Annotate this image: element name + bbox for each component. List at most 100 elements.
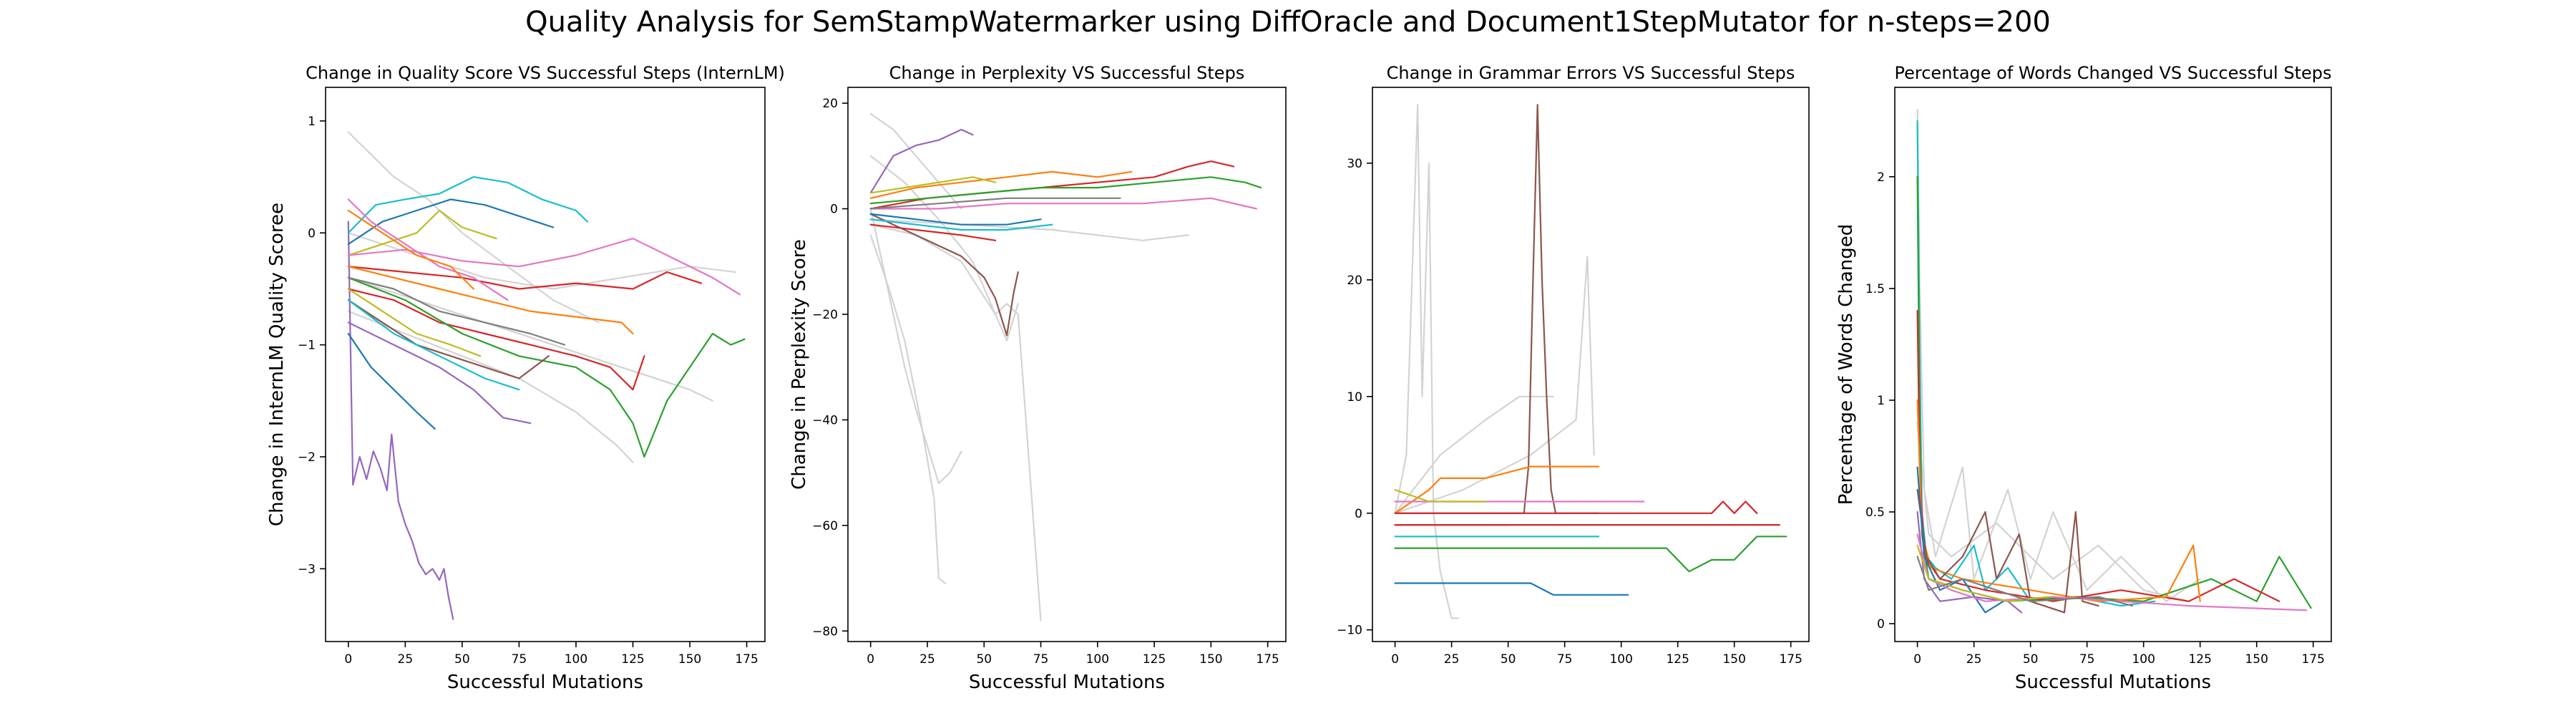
y-axis-label: Change in InternLM Quality Scoree	[266, 203, 288, 526]
series-line-9	[1394, 489, 1487, 503]
series-line-13	[1394, 256, 1595, 514]
x-tick-label: 150	[1722, 652, 1745, 667]
y-tick-label: 0	[1355, 507, 1362, 521]
series-line-10	[1916, 556, 2133, 607]
x-tick-label: 75	[1557, 652, 1573, 667]
series-line-7	[1916, 511, 2023, 614]
series-line-8	[869, 213, 1042, 226]
y-tick-label: −20	[812, 308, 838, 322]
series-line-16	[347, 299, 520, 391]
series-line-18	[347, 131, 600, 324]
x-tick-label: 175	[2301, 652, 2324, 667]
series-line-13	[869, 234, 947, 585]
y-tick-label: 0	[308, 226, 316, 241]
axes-frame	[1372, 87, 1810, 642]
y-axis-label: Change in Perplexity Score	[789, 239, 810, 490]
series-line-2	[347, 176, 589, 234]
x-tick-label: 0	[344, 652, 352, 667]
series-line-3	[347, 198, 555, 245]
series-line-12	[1916, 421, 2190, 602]
x-axis-label: Successful Mutations	[969, 672, 1165, 693]
series-line-5	[347, 238, 741, 296]
series-line-17	[869, 218, 1189, 241]
series-line-17	[347, 209, 474, 290]
y-tick-label: 30	[1347, 157, 1362, 171]
series-line-5	[1394, 582, 1629, 596]
series-line-4	[869, 170, 1133, 199]
x-tick-label: 175	[1256, 652, 1279, 667]
series-line-5	[1916, 488, 2099, 614]
series-line-15	[347, 198, 509, 301]
x-tick-label: 50	[454, 652, 470, 667]
series-line-4	[347, 209, 497, 256]
series-line-1	[869, 128, 974, 194]
series-line-16	[869, 112, 962, 210]
series-line-10	[869, 197, 1121, 210]
y-tick-label: 1.5	[1865, 282, 1885, 296]
chart-panel-1: 0 25 50 75 100 125 150 175 −3 −2 −1 0 1 Change in Qua…	[266, 63, 785, 693]
axes-frame	[325, 87, 766, 642]
x-tick-label: 150	[1199, 652, 1222, 667]
series-line-10	[347, 299, 550, 379]
y-tick-label: 20	[1347, 274, 1362, 288]
x-tick-label: 125	[1666, 652, 1689, 667]
series-line-7	[869, 218, 1053, 231]
series-line-11	[869, 223, 997, 241]
series-line-11	[347, 321, 532, 425]
x-tick-label: 0	[1391, 652, 1399, 667]
series-line-2	[1394, 465, 1600, 514]
y-tick-label: −80	[812, 624, 838, 639]
x-tick-label: 50	[2023, 652, 2039, 667]
x-tick-label: 50	[976, 652, 992, 667]
plot-area	[1895, 87, 2331, 642]
series-line-6	[347, 266, 703, 290]
series-line-3	[869, 176, 1262, 205]
y-tick-label: 10	[1347, 390, 1362, 405]
series-line-5	[869, 197, 1257, 210]
chart-title: Change in Grammar Errors VS Successful S…	[1387, 63, 1795, 83]
x-tick-label: 100	[1086, 652, 1109, 667]
y-tick-label: −40	[812, 413, 838, 427]
series-line-6	[1916, 466, 2004, 614]
series-line-4	[1394, 536, 1787, 573]
chart-title: Change in Perplexity VS Successful Steps	[889, 63, 1245, 83]
x-tick-label: 100	[565, 652, 587, 667]
x-tick-label: 25	[1444, 652, 1460, 667]
y-tick-label: 0	[830, 203, 838, 217]
y-tick-label: 0	[1877, 617, 1885, 632]
series-line-8	[347, 276, 746, 458]
series-line-13	[347, 332, 436, 430]
series-group	[869, 112, 1262, 621]
x-tick-label: 175	[735, 652, 758, 667]
plot-area	[326, 87, 765, 642]
x-tick-label: 100	[1609, 652, 1632, 667]
y-tick-label: −60	[812, 519, 838, 533]
chart-panel-3: 0 25 50 75 100 125 150 175 −10 0 10 20 30 Change in G…	[1337, 63, 1810, 667]
figure-title: Quality Analysis for SemStampWatermarker…	[525, 6, 2051, 39]
x-axis-label: Successful Mutations	[2015, 672, 2211, 693]
y-axis-label: Percentage of Words Changed	[1835, 224, 1857, 505]
chart-panel-4: 0 25 50 75 100 125 150 175 0 0.5 1 1.5 2 Percentage o…	[1835, 63, 2332, 693]
series-line-12	[347, 276, 566, 346]
y-tick-label: 1	[1877, 394, 1885, 408]
y-tick-label: 20	[822, 97, 838, 111]
x-tick-label: 25	[398, 652, 414, 667]
chart-title: Change in Quality Score VS Successful St…	[306, 63, 785, 83]
x-tick-label: 25	[1966, 652, 1982, 667]
y-tick-label: 0.5	[1865, 505, 1885, 520]
x-tick-label: 150	[2245, 652, 2268, 667]
series-line-9	[347, 266, 634, 335]
series-line-1	[347, 221, 454, 620]
y-tick-label: −2	[298, 450, 316, 465]
x-tick-label: 75	[1033, 652, 1049, 667]
series-line-3	[1394, 500, 1758, 514]
x-axis-label: Successful Mutations	[447, 672, 643, 693]
x-tick-label: 25	[919, 652, 935, 667]
y-tick-label: −10	[1337, 624, 1362, 638]
y-tick-label: 1	[308, 115, 316, 129]
x-tick-label: 150	[678, 652, 701, 667]
x-tick-label: 100	[2132, 652, 2155, 667]
x-tick-label: 125	[1143, 652, 1166, 667]
